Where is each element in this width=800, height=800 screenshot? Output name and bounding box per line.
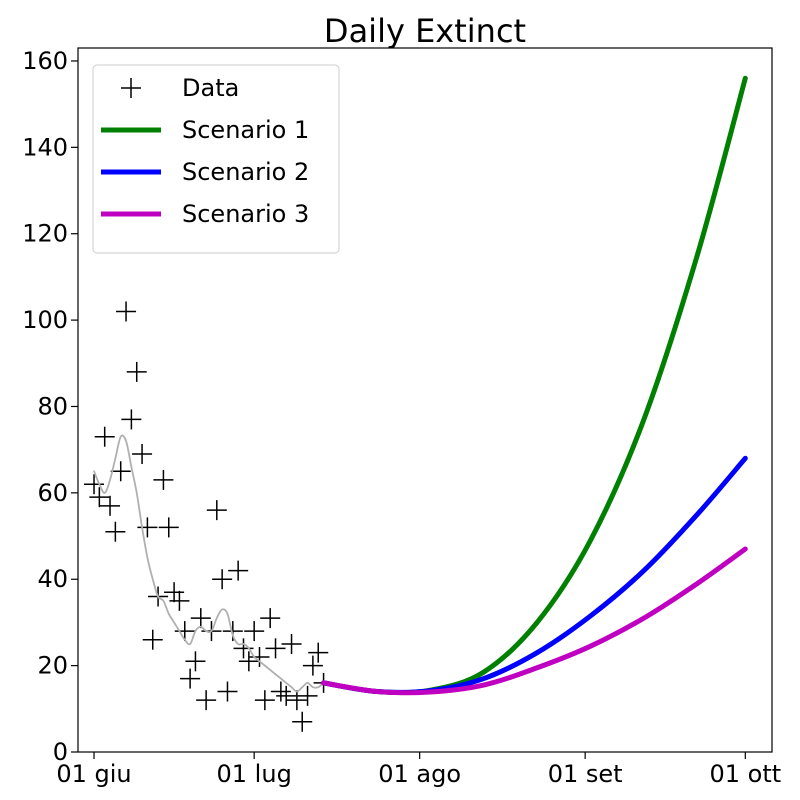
y-tick-label: 40	[37, 565, 68, 593]
data-point	[174, 621, 195, 642]
series-line-scenario-1	[321, 75, 748, 696]
data-point	[238, 651, 259, 672]
data-point	[233, 638, 254, 659]
series-line-scenario-3	[321, 546, 748, 696]
data-point	[105, 521, 126, 542]
legend-item-scenario-1: Scenario 1	[101, 116, 309, 144]
x-tick-label: 01 ott	[709, 760, 781, 788]
series-line-scenario-2	[321, 455, 748, 695]
data-point	[222, 621, 243, 642]
data-point	[302, 655, 323, 676]
data-point	[276, 685, 297, 706]
data-point	[244, 621, 265, 642]
data-point	[94, 426, 115, 447]
data-point	[84, 474, 105, 495]
data-point	[126, 361, 147, 382]
y-tick-label: 60	[37, 479, 68, 507]
data-point	[249, 646, 270, 667]
legend-label: Scenario 2	[182, 158, 309, 186]
data-point	[217, 681, 238, 702]
moving-average-line	[93, 434, 325, 693]
x-tick-label: 01 set	[548, 760, 623, 788]
y-tick-label: 80	[37, 392, 68, 420]
y-tick-label: 20	[37, 652, 68, 680]
x-tick-label: 01 lug	[217, 760, 292, 788]
legend-item-scenario-3: Scenario 3	[101, 200, 309, 228]
y-tick-label: 140	[22, 133, 68, 161]
legend-item-data: Data	[121, 74, 239, 102]
data-point	[153, 469, 174, 490]
y-tick-label: 0	[53, 738, 68, 766]
legend: Data Scenario 1 Scenario 2 Scenario 3	[92, 64, 340, 254]
data-point	[100, 495, 121, 516]
data-point	[158, 517, 179, 538]
data-point	[137, 517, 158, 538]
data-point	[270, 681, 291, 702]
data-point	[185, 651, 206, 672]
data-point	[196, 690, 217, 711]
legend-label: Scenario 3	[182, 200, 309, 228]
data-point	[297, 685, 318, 706]
y-tick-label: 120	[22, 220, 68, 248]
data-point	[286, 690, 307, 711]
data-point	[142, 629, 163, 650]
y-tick-label: 160	[22, 47, 68, 75]
data-point	[206, 500, 227, 521]
x-tick-label: 01 ago	[378, 760, 461, 788]
legend-box	[92, 64, 340, 254]
plot-area	[84, 75, 748, 732]
data-point	[260, 608, 281, 629]
data-point	[164, 582, 185, 603]
legend-label: Data	[182, 74, 239, 102]
data-point	[292, 711, 313, 732]
data-point	[116, 301, 137, 322]
data-point	[212, 569, 233, 590]
data-point	[308, 642, 329, 663]
data-point	[228, 560, 249, 581]
chart-title: Daily Extinct	[324, 12, 526, 50]
legend-item-scenario-2: Scenario 2	[101, 158, 309, 186]
legend-label: Scenario 1	[182, 116, 309, 144]
data-point	[265, 638, 286, 659]
data-point	[169, 590, 190, 611]
data-point	[180, 668, 201, 689]
plot-frame	[77, 47, 773, 753]
x-tick-label: 01 giu	[56, 760, 131, 788]
data-point	[190, 608, 211, 629]
data-point	[89, 487, 110, 508]
data-point	[254, 690, 275, 711]
axes: 0 20 40 60 80 100 120 140 160 01 giu 01 lug 01 ago 0…	[22, 47, 781, 788]
y-tick-label: 100	[22, 306, 68, 334]
data-point	[110, 461, 131, 482]
data-point	[132, 443, 153, 464]
data-point	[281, 634, 302, 655]
data-point	[121, 409, 142, 430]
